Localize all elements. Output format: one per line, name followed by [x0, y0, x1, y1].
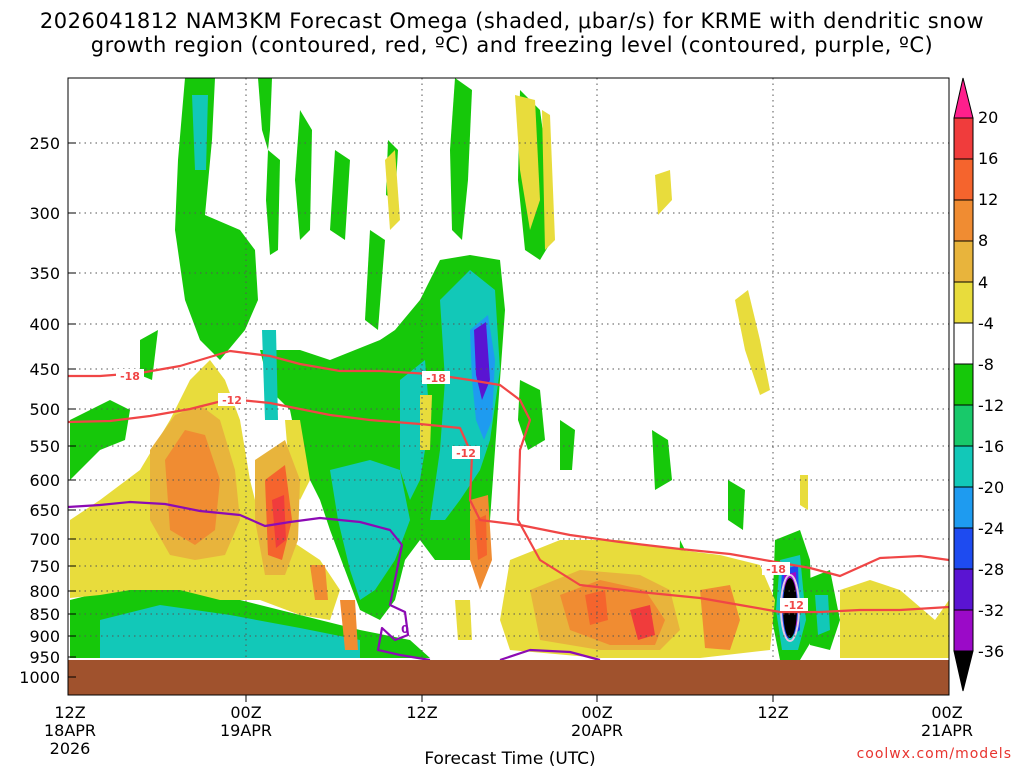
- y-tick-label: 1000: [19, 668, 60, 687]
- x-tick-label: 00Z: [581, 703, 612, 722]
- x-tick-date: 18APR: [44, 721, 96, 740]
- y-tick-label: 250: [29, 134, 60, 153]
- x-tick-label: 12Z: [757, 703, 788, 722]
- colorbar-label: -4: [978, 314, 994, 333]
- y-tick-label: 750: [29, 557, 60, 576]
- x-axis-labels: 12Z 18APR 2026 00Z 19APR 12Z 00Z 20APR 1…: [44, 703, 973, 758]
- freezing-level-label: 0: [401, 623, 409, 636]
- chart-title-line1: 2026041812 NAM3KM Forecast Omega (shaded…: [40, 9, 984, 33]
- x-tick-date: 19APR: [220, 721, 272, 740]
- y-tick-label: 400: [29, 315, 60, 334]
- dgz-bottom-label-1: -12: [222, 394, 242, 407]
- colorbar-swatch: [953, 240, 974, 283]
- colorbar-swatch: [953, 445, 974, 488]
- colorbar-label: 16: [978, 149, 998, 168]
- dgz-top-label-1: -18: [120, 370, 140, 383]
- colorbar-label: -24: [978, 519, 1004, 538]
- colorbar-top-arrow: [953, 77, 974, 119]
- y-tick-label: 850: [29, 605, 60, 624]
- colorbar-label: -28: [978, 560, 1004, 579]
- colorbar-label: -8: [978, 355, 994, 374]
- x-tick-label: 00Z: [230, 703, 261, 722]
- colorbar-bottom-arrow: [953, 650, 974, 692]
- omega-teal-regions: [100, 95, 830, 658]
- ground-below-surface: [68, 660, 949, 695]
- y-axis-labels: 250 300 350 400 450 500 550 600 650 700 …: [19, 134, 60, 687]
- x-tick-year: 2026: [50, 739, 91, 758]
- colorbar-label: -36: [978, 642, 1004, 661]
- colorbar-label: -32: [978, 601, 1004, 620]
- colorbar-label: 12: [978, 190, 998, 209]
- y-tick-label: 950: [29, 648, 60, 667]
- x-tick-date: 20APR: [571, 721, 623, 740]
- colorbar-swatch: [953, 568, 974, 611]
- y-tick-label: 650: [29, 501, 60, 520]
- dgz-bottom-label-2: -12: [456, 447, 476, 460]
- credit-text: coolwx.com/models: [857, 746, 1012, 762]
- y-tick-label: 800: [29, 582, 60, 601]
- y-tick-label: 900: [29, 627, 60, 646]
- colorbar-label: -12: [978, 396, 1004, 415]
- y-tick-label: 500: [29, 400, 60, 419]
- y-tick-label: 700: [29, 530, 60, 549]
- colorbar-swatch: [953, 158, 974, 201]
- colorbar-swatch: [953, 486, 974, 529]
- y-tick-label: 300: [29, 204, 60, 223]
- colorbar-label: -20: [978, 478, 1004, 497]
- x-tick-label: 00Z: [931, 703, 962, 722]
- x-tick-label: 12Z: [406, 703, 437, 722]
- dgz-top-label-2: -18: [426, 372, 446, 385]
- colorbar-label: 20: [978, 108, 998, 127]
- colorbar-swatch: [953, 363, 974, 406]
- y-tick-label: 550: [29, 437, 60, 456]
- y-tick-label: 350: [29, 264, 60, 283]
- x-tick-marks: [245, 695, 774, 702]
- dgz-bottom-label-3: -12: [784, 599, 804, 612]
- gridlines: [68, 78, 949, 695]
- x-tick-date: 21APR: [921, 721, 973, 740]
- colorbar-swatch: [953, 199, 974, 242]
- colorbar-label: -16: [978, 437, 1004, 456]
- dgz-top-label-3: -18: [766, 563, 786, 576]
- colorbar-label: 8: [978, 231, 988, 250]
- y-tick-marks: [68, 142, 76, 678]
- y-tick-label: 600: [29, 471, 60, 490]
- colorbar-labels: 20 16 12 8 4 -4 -8 -12 -16 -20 -24 -28 -…: [978, 108, 1004, 661]
- colorbar-swatch: [953, 281, 974, 324]
- colorbar-swatch: [953, 527, 974, 570]
- colorbar-swatch: [953, 322, 974, 365]
- omega-blue-regions: [470, 315, 800, 642]
- colorbar-swatch: [953, 404, 974, 447]
- chart-title-line2: growth region (contoured, red, ºC) and f…: [91, 33, 934, 57]
- colorbar: [953, 77, 974, 692]
- x-tick-label: 12Z: [54, 703, 85, 722]
- contour-labels: -18 -12 -18 -12 -18 -12 0: [116, 369, 808, 636]
- dgz-top-contour: [68, 349, 949, 614]
- colorbar-swatch: [953, 117, 974, 160]
- freezing-level-contour: [68, 500, 601, 662]
- y-tick-label: 450: [29, 360, 60, 379]
- colorbar-label: 4: [978, 273, 988, 292]
- x-axis-title: Forecast Time (UTC): [424, 749, 595, 768]
